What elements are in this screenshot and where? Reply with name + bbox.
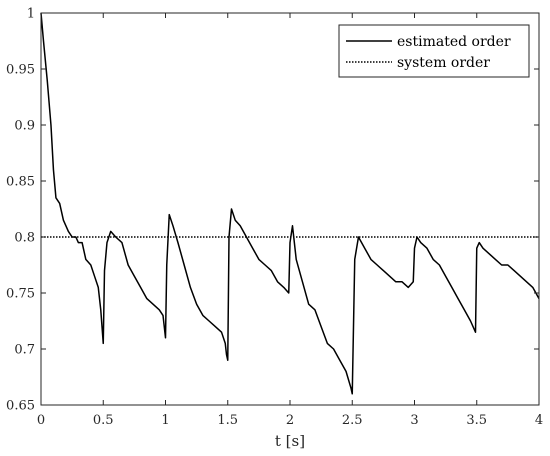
- legend: estimated order system order: [338, 24, 530, 78]
- y-tick-label: 0.75: [6, 287, 35, 302]
- x-axis-label: t [s]: [275, 432, 305, 450]
- x-tick-label: 4: [535, 413, 543, 428]
- series-line-estimated-order: [40, 12, 540, 395]
- legend-label-estimated-order: estimated order: [397, 34, 511, 50]
- plot-area-background: [41, 13, 539, 405]
- y-tick-label: 0.95: [6, 63, 35, 78]
- legend-label-system-order: system order: [397, 55, 490, 71]
- x-tick-label: 3: [410, 413, 418, 428]
- x-tick-label: 0: [37, 413, 45, 428]
- x-tick-label: 3.5: [466, 413, 487, 428]
- x-tick-label: 2.5: [342, 413, 363, 428]
- chart-marks: [40, 12, 540, 395]
- x-tick-label: 1: [161, 413, 169, 428]
- y-tick-label: 1: [27, 7, 35, 22]
- y-tick-label: 0.8: [14, 231, 35, 246]
- y-tick-label: 0.7: [14, 343, 35, 358]
- x-tick-label: 0.5: [93, 413, 114, 428]
- y-tick-label: 0.85: [6, 175, 35, 190]
- x-axis-ticks: 0 0.5 1 1.5 2 2.5 3 3.5 4: [37, 13, 543, 428]
- x-tick-label: 2: [286, 413, 294, 428]
- legend-box: [338, 24, 530, 78]
- y-axis-ticks: 0.65 0.7 0.75 0.8 0.85 0.9 0.95 1: [6, 7, 539, 414]
- x-tick-label: 1.5: [217, 413, 238, 428]
- y-tick-label: 0.9: [14, 119, 35, 134]
- y-tick-label: 0.65: [6, 399, 35, 414]
